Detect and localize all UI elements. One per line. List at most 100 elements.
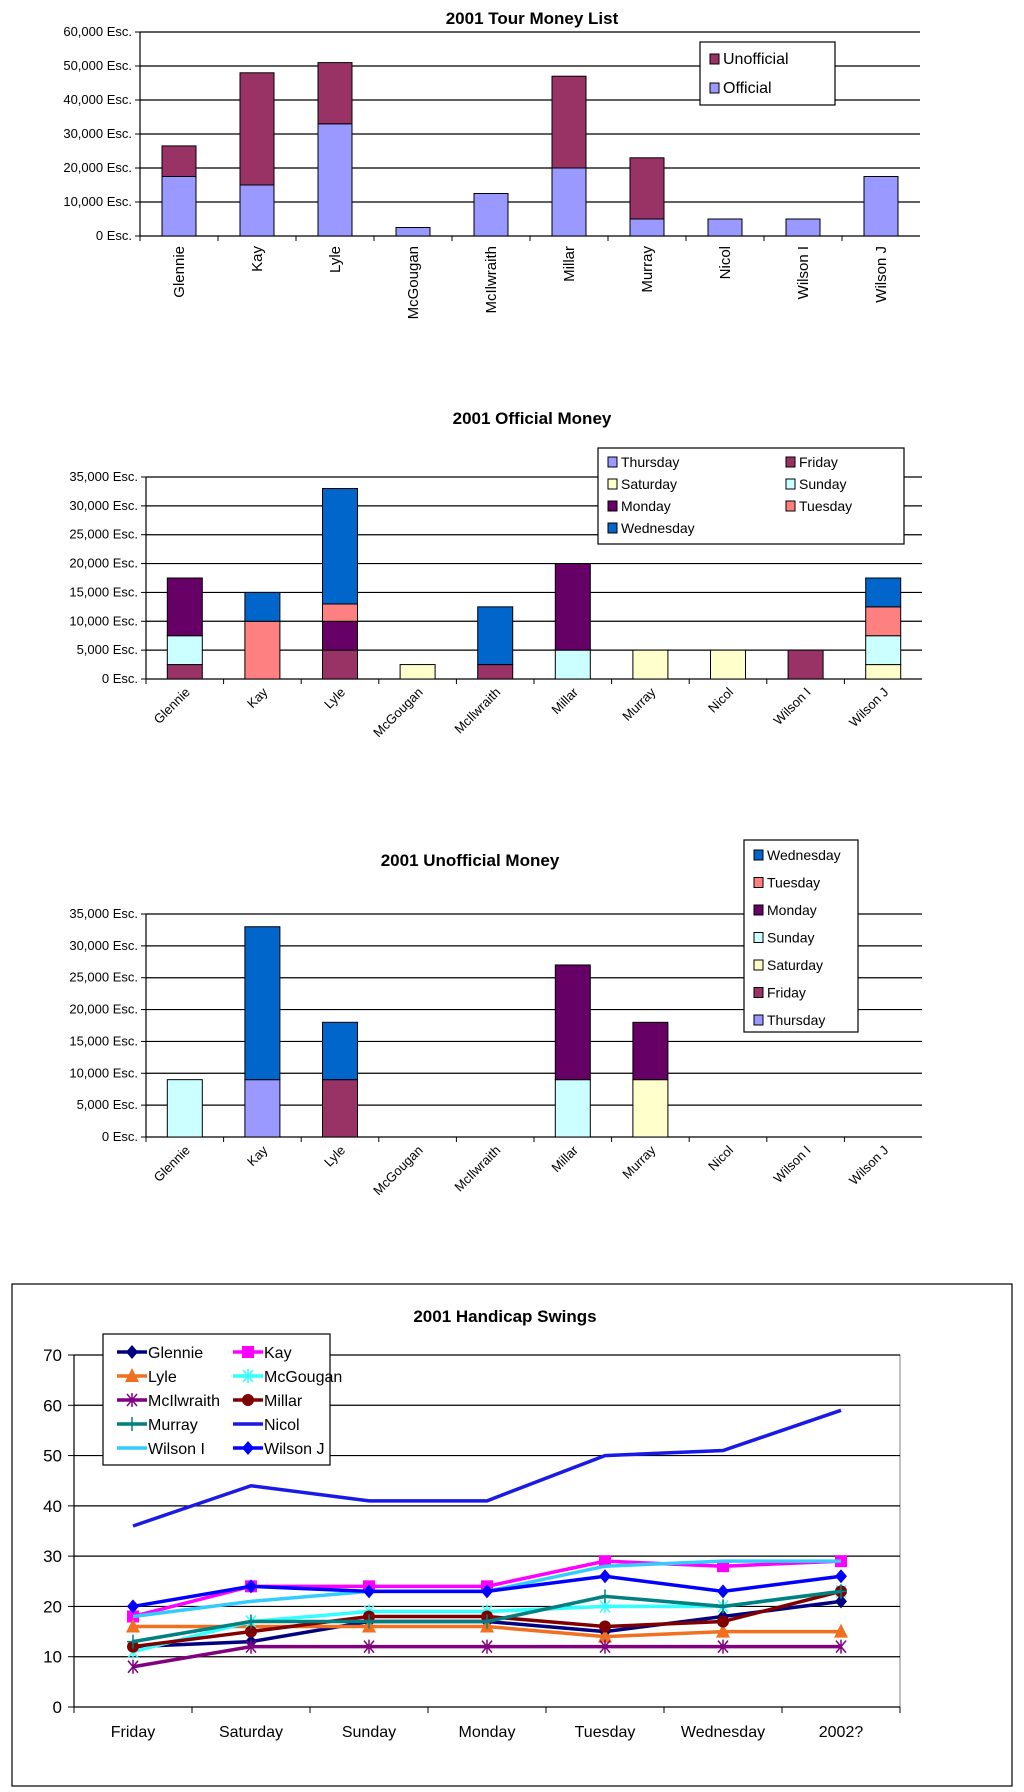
marker-plus bbox=[599, 1589, 611, 1604]
bar-segment-monday bbox=[322, 620, 358, 651]
marker-asterisk bbox=[717, 1639, 729, 1654]
bar-segment-tuesday bbox=[322, 603, 358, 622]
x-tick-label: Tuesday bbox=[575, 1724, 636, 1741]
legend-swatch bbox=[709, 53, 720, 65]
legend-label: Wednesday bbox=[767, 847, 841, 863]
marker-plus bbox=[481, 1614, 493, 1629]
bar-segment-official bbox=[785, 218, 821, 237]
legend-label: Monday bbox=[767, 902, 817, 918]
y-tick-label: 30,000 Esc. bbox=[69, 938, 138, 953]
x-tick-label: McGougan bbox=[370, 685, 426, 741]
legend-swatch bbox=[607, 456, 618, 468]
y-tick-label: 30,000 Esc. bbox=[69, 498, 138, 513]
legend-label: McGougan bbox=[264, 1369, 342, 1386]
y-tick-label: 60,000 Esc. bbox=[63, 24, 132, 39]
bar-segment-unofficial bbox=[239, 72, 275, 186]
y-tick-label: 25,000 Esc. bbox=[69, 970, 138, 985]
marker-asterisk bbox=[127, 1659, 139, 1674]
legend-label: Saturday bbox=[621, 476, 677, 492]
x-tick-label: Wilson I bbox=[770, 1143, 813, 1186]
marker-diamond bbox=[363, 1584, 375, 1599]
y-tick-label: 10,000 Esc. bbox=[69, 1065, 138, 1080]
y-tick-label: 35,000 Esc. bbox=[69, 906, 138, 921]
legend-swatch bbox=[753, 959, 764, 971]
legend-box bbox=[699, 41, 836, 106]
legend-label: Sunday bbox=[799, 476, 846, 492]
bar-segment-wednesday bbox=[244, 591, 281, 622]
marker-diamond bbox=[127, 1599, 139, 1614]
y-tick-label: 20,000 Esc. bbox=[69, 1002, 138, 1017]
y-tick-label: 20 bbox=[43, 1597, 62, 1616]
legend-box bbox=[597, 447, 905, 545]
x-tick-label: McIlwraith bbox=[451, 1143, 503, 1195]
x-tick-label: Wilson I bbox=[770, 685, 813, 728]
marker-asterisk bbox=[126, 1393, 138, 1407]
marker-square bbox=[599, 1555, 611, 1568]
marker-circle bbox=[599, 1620, 611, 1633]
bar-segment-tuesday bbox=[244, 620, 281, 680]
bar-segment-official bbox=[551, 167, 587, 237]
marker-triangle bbox=[126, 1618, 140, 1633]
x-tick-label: Nicol bbox=[717, 246, 734, 279]
x-tick-label: Nicol bbox=[705, 1142, 736, 1173]
bar-segment-unofficial bbox=[629, 157, 665, 220]
series-murray bbox=[127, 1584, 847, 1649]
y-tick-label: 0 Esc. bbox=[102, 671, 138, 686]
y-tick-label: 35,000 Esc. bbox=[69, 469, 138, 484]
legend-swatch bbox=[607, 500, 618, 512]
legend-swatch bbox=[753, 877, 764, 888]
marker-asterisk bbox=[481, 1639, 493, 1654]
bar-segment-friday bbox=[322, 649, 358, 680]
marker-asterisk bbox=[599, 1639, 611, 1654]
x-tick-label: Millar bbox=[548, 1142, 581, 1175]
marker-diamond bbox=[835, 1569, 847, 1584]
legend-swatch bbox=[753, 932, 764, 943]
x-tick-label: Kay bbox=[244, 684, 271, 711]
bar-segment-official bbox=[161, 176, 197, 237]
legend-label: Wednesday bbox=[621, 520, 695, 536]
bar-segment-thursday bbox=[244, 1079, 281, 1138]
marker-circle bbox=[245, 1625, 257, 1638]
y-tick-label: 50,000 Esc. bbox=[63, 58, 132, 73]
y-tick-label: 30 bbox=[43, 1547, 62, 1566]
legend-label: Tuesday bbox=[799, 498, 852, 514]
x-tick-label: Kay bbox=[244, 1142, 271, 1169]
marker-diamond bbox=[245, 1579, 257, 1594]
y-tick-label: 25,000 Esc. bbox=[69, 527, 138, 542]
bar-segment-wednesday bbox=[477, 606, 514, 666]
y-tick-label: 40 bbox=[43, 1497, 62, 1516]
bar-segment-official bbox=[317, 123, 353, 237]
x-tick-label: Millar bbox=[561, 246, 578, 282]
legend-swatch bbox=[709, 82, 720, 94]
bar-segment-wednesday bbox=[322, 1021, 358, 1081]
legend-label: Millar bbox=[264, 1393, 303, 1410]
legend-swatch bbox=[753, 1014, 764, 1026]
x-tick-label: Friday bbox=[111, 1724, 155, 1741]
bar-segment-friday bbox=[166, 664, 203, 680]
legend-label: Friday bbox=[799, 454, 838, 470]
bar-segment-sunday bbox=[166, 635, 203, 666]
marker-triangle bbox=[834, 1623, 848, 1638]
y-tick-label: 0 bbox=[53, 1698, 62, 1717]
marker-asterisk bbox=[245, 1639, 257, 1654]
marker-triangle bbox=[716, 1623, 730, 1638]
y-tick-label: 50 bbox=[43, 1447, 62, 1466]
y-tick-label: 20,000 Esc. bbox=[69, 556, 138, 571]
legend-label: Glennie bbox=[148, 1345, 203, 1362]
y-tick-label: 0 Esc. bbox=[102, 1129, 138, 1144]
y-tick-label: 70 bbox=[43, 1346, 62, 1365]
bar-segment-saturday bbox=[632, 649, 669, 680]
bar-segment-official bbox=[629, 218, 665, 237]
y-tick-label: 15,000 Esc. bbox=[69, 1033, 138, 1048]
series-mcilwraith bbox=[127, 1639, 847, 1674]
legend-swatch bbox=[785, 478, 796, 490]
marker-diamond bbox=[717, 1584, 729, 1599]
series-wilson-j bbox=[127, 1569, 847, 1614]
marker-square bbox=[717, 1560, 729, 1573]
x-tick-label: Monday bbox=[459, 1724, 516, 1741]
x-tick-label: 2002? bbox=[819, 1724, 864, 1741]
marker-star bbox=[242, 1369, 254, 1383]
bar-segment-friday bbox=[477, 664, 514, 680]
legend-label: Wilson I bbox=[148, 1441, 205, 1458]
